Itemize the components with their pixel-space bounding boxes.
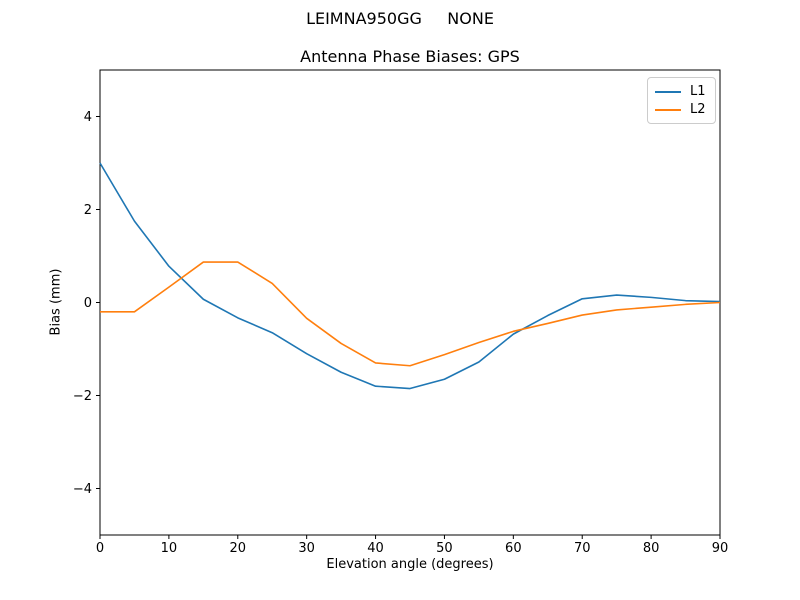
series-line-l2	[100, 261, 721, 367]
x-tick-label: 70	[574, 541, 591, 556]
axes-frame	[99, 69, 721, 536]
x-tick-label: 60	[505, 541, 522, 556]
x-axis-label: Elevation angle (degrees)	[326, 557, 494, 572]
x-tick-label: 10	[161, 541, 178, 556]
legend-entry-l2: L2	[655, 103, 708, 116]
x-tick-label: 30	[298, 541, 315, 556]
figure-suptitle: LEIMNA950GG NONE	[306, 9, 494, 28]
axes-title: Antenna Phase Biases: GPS	[300, 47, 520, 66]
series-line-l1	[99, 162, 721, 390]
x-tick-label: 20	[230, 541, 247, 556]
y-tick-label: 0	[84, 296, 92, 311]
y-tick-label: 2	[84, 203, 92, 218]
x-tick-label: 50	[436, 541, 453, 556]
x-tick-label: 90	[712, 541, 729, 556]
y-tick-label: 4	[84, 110, 92, 125]
x-tick-label: 80	[643, 541, 660, 556]
y-axis-label-text: Bias (mm)	[48, 268, 64, 336]
l2-line-swatch	[655, 108, 681, 111]
legend-entry-l1: L1	[655, 85, 708, 98]
x-tick-label: 0	[96, 541, 104, 556]
y-tick-label: −2	[73, 389, 92, 404]
legend: L1 L2	[647, 77, 716, 124]
l1-line-swatch	[655, 90, 681, 93]
legend-label-l2: L2	[690, 102, 706, 117]
legend-label-l1: L1	[690, 84, 706, 99]
x-tick-label: 40	[367, 541, 384, 556]
y-tick-label: −4	[73, 482, 92, 497]
